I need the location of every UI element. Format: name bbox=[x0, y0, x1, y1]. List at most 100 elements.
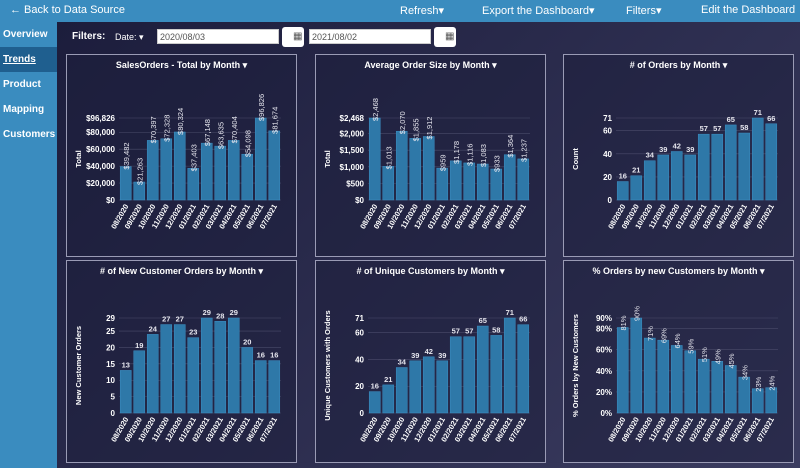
chart-title[interactable]: SalesOrders - Total by Month ▾ bbox=[115, 60, 248, 70]
bar[interactable] bbox=[173, 324, 186, 414]
bar[interactable] bbox=[268, 130, 281, 201]
bar[interactable] bbox=[119, 166, 132, 201]
data-label: 27 bbox=[162, 315, 170, 324]
data-label: 90% bbox=[632, 306, 641, 321]
bar[interactable] bbox=[490, 168, 503, 201]
chart-panel-average-order-size: Average Order Size by Month ▾ $0 $500 $1,00… bbox=[315, 54, 546, 257]
sidebar-item-product[interactable]: Product bbox=[3, 79, 41, 90]
bar[interactable] bbox=[119, 370, 132, 414]
bar[interactable] bbox=[146, 140, 159, 201]
bar[interactable] bbox=[684, 154, 697, 201]
bar[interactable] bbox=[200, 142, 213, 201]
chart-title[interactable]: # of New Customer Orders by Month ▾ bbox=[99, 266, 264, 276]
start-calendar-button[interactable]: ▦ bbox=[282, 27, 304, 47]
bar[interactable] bbox=[670, 151, 683, 201]
bar[interactable] bbox=[268, 360, 281, 414]
bar[interactable] bbox=[517, 324, 530, 414]
y-axis-label: Total bbox=[323, 150, 332, 167]
bar[interactable] bbox=[724, 124, 737, 201]
sidebar-item-overview[interactable]: Overview bbox=[3, 29, 48, 40]
bar[interactable] bbox=[765, 123, 778, 201]
sidebar-item-trends[interactable]: Trends bbox=[0, 47, 57, 72]
bar[interactable] bbox=[751, 117, 764, 201]
bar[interactable] bbox=[227, 317, 240, 414]
bar[interactable] bbox=[463, 162, 476, 201]
bar[interactable] bbox=[241, 153, 254, 201]
bar[interactable] bbox=[214, 321, 227, 414]
edit-dashboard-button[interactable]: Edit the Dashboard bbox=[701, 4, 796, 16]
start-date-input[interactable] bbox=[157, 29, 279, 44]
bar[interactable] bbox=[409, 360, 422, 414]
chart-title[interactable]: Average Order Size by Month ▾ bbox=[364, 60, 497, 70]
bar[interactable] bbox=[711, 133, 724, 201]
date-filter-dropdown[interactable]: Date: ▾ bbox=[115, 32, 144, 42]
chart-title[interactable]: # of Orders by Month ▾ bbox=[629, 60, 728, 70]
sidebar-item-mapping[interactable]: Mapping bbox=[3, 104, 45, 115]
bar[interactable] bbox=[160, 138, 173, 201]
end-date-input[interactable] bbox=[309, 29, 431, 44]
bar[interactable] bbox=[133, 181, 146, 201]
bar[interactable] bbox=[765, 387, 778, 414]
bar[interactable] bbox=[449, 160, 462, 201]
bar[interactable] bbox=[436, 360, 449, 414]
bar[interactable] bbox=[643, 160, 656, 201]
bar[interactable] bbox=[146, 334, 159, 414]
bar[interactable] bbox=[395, 130, 408, 201]
bar[interactable] bbox=[409, 138, 422, 201]
bar[interactable] bbox=[422, 356, 435, 414]
bar[interactable] bbox=[173, 131, 186, 201]
bar[interactable] bbox=[436, 167, 449, 201]
bar[interactable] bbox=[382, 384, 395, 414]
bar[interactable] bbox=[382, 166, 395, 201]
chart-title[interactable]: % Orders by new Customers by Month ▾ bbox=[592, 266, 765, 276]
bar[interactable] bbox=[160, 324, 173, 414]
bar[interactable] bbox=[368, 391, 381, 414]
bar[interactable] bbox=[254, 117, 267, 201]
end-calendar-button[interactable]: ▦ bbox=[434, 27, 456, 47]
bar[interactable] bbox=[490, 335, 503, 414]
bar[interactable] bbox=[476, 163, 489, 201]
bar[interactable] bbox=[711, 361, 724, 414]
bar[interactable] bbox=[200, 317, 213, 414]
export-dashboard-menu[interactable]: Export the Dashboard▾ bbox=[482, 5, 595, 17]
bar[interactable] bbox=[724, 365, 737, 414]
bar[interactable] bbox=[463, 336, 476, 414]
bar[interactable] bbox=[187, 337, 200, 414]
bar[interactable] bbox=[630, 175, 643, 201]
bar[interactable] bbox=[503, 154, 516, 201]
bar[interactable] bbox=[368, 117, 381, 201]
bar[interactable] bbox=[449, 336, 462, 414]
bar[interactable] bbox=[422, 136, 435, 201]
bar[interactable] bbox=[187, 168, 200, 201]
bar[interactable] bbox=[738, 132, 751, 201]
bar[interactable] bbox=[227, 140, 240, 201]
data-label: 19 bbox=[135, 341, 143, 350]
sidebar-item-customers[interactable]: Customers bbox=[3, 129, 56, 140]
bar[interactable] bbox=[616, 181, 629, 201]
bar[interactable] bbox=[738, 376, 751, 414]
bar[interactable] bbox=[670, 345, 683, 414]
bar[interactable] bbox=[241, 347, 254, 414]
bar[interactable] bbox=[751, 388, 764, 414]
refresh-menu[interactable]: Refresh▾ bbox=[400, 5, 445, 17]
bar[interactable] bbox=[657, 154, 670, 201]
bar[interactable] bbox=[697, 133, 710, 201]
bar[interactable] bbox=[657, 339, 670, 414]
bar[interactable] bbox=[616, 327, 629, 414]
bar[interactable] bbox=[697, 358, 710, 414]
bar[interactable] bbox=[214, 145, 227, 201]
bar[interactable] bbox=[630, 317, 643, 414]
back-to-data-source-link[interactable]: ← Back to Data Source bbox=[10, 4, 125, 16]
bar[interactable] bbox=[254, 360, 267, 414]
bar[interactable] bbox=[503, 317, 516, 414]
filters-menu[interactable]: Filters▾ bbox=[626, 5, 662, 17]
bar[interactable] bbox=[643, 337, 656, 414]
chart-title[interactable]: # of Unique Customers by Month ▾ bbox=[356, 266, 505, 276]
bar[interactable] bbox=[517, 158, 530, 201]
bar[interactable] bbox=[133, 350, 146, 414]
bar[interactable] bbox=[476, 325, 489, 414]
bar[interactable] bbox=[684, 350, 697, 414]
bar[interactable] bbox=[395, 367, 408, 414]
data-label: 69% bbox=[659, 328, 668, 343]
chart-panel-sales-total: SalesOrders - Total by Month ▾ $0 $20,000 $… bbox=[66, 54, 297, 257]
